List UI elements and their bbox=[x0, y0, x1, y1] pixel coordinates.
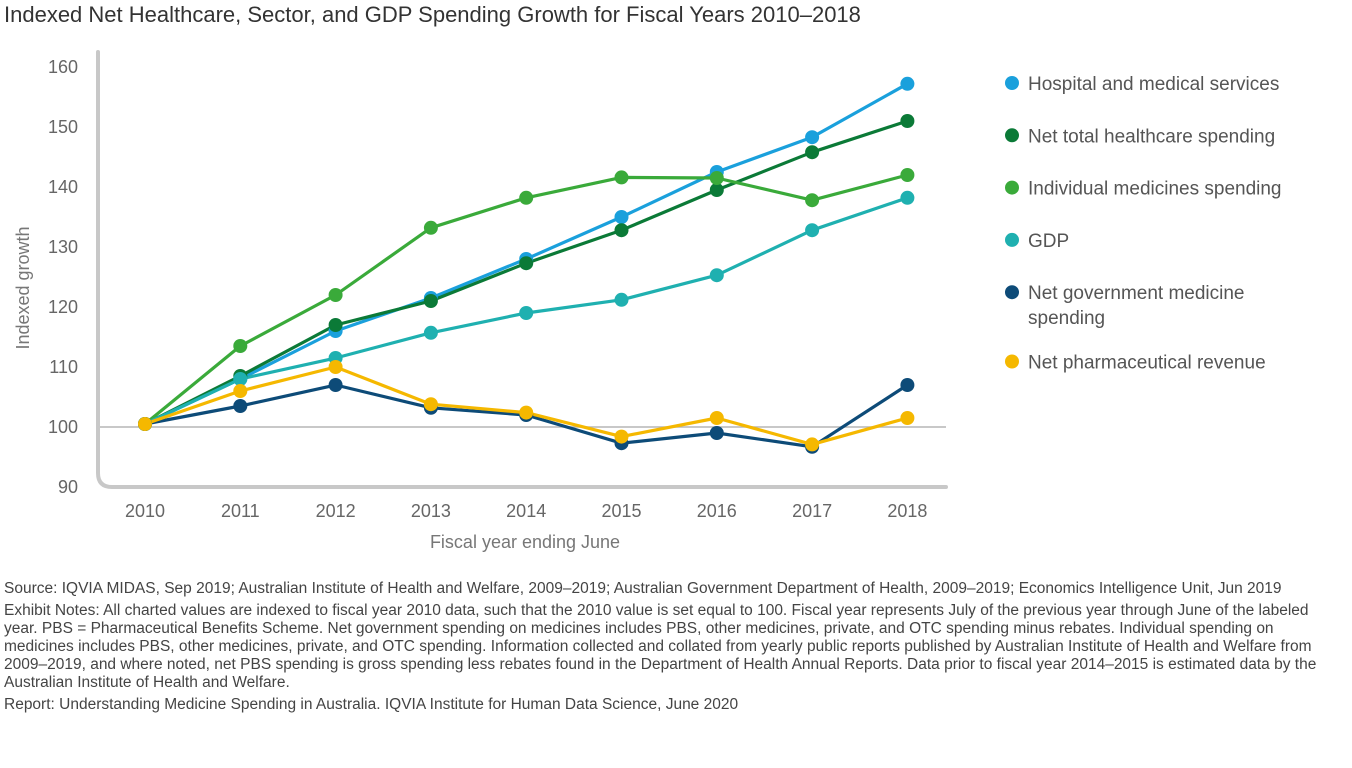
legend: Hospital and medical services Net total h… bbox=[1005, 74, 1282, 374]
x-tick-label: 2012 bbox=[316, 501, 356, 521]
legend-swatch bbox=[1005, 285, 1019, 300]
x-tick-label: 2011 bbox=[221, 501, 260, 521]
y-tick-label: 110 bbox=[49, 357, 78, 377]
axis-frame bbox=[96, 50, 948, 489]
x-axis-label: Fiscal year ending June bbox=[430, 532, 620, 552]
report-note: Report: Understanding Medicine Spending … bbox=[4, 696, 739, 713]
data-point-hospital-and-medical-services bbox=[805, 130, 820, 145]
legend-label: Net total healthcare spending bbox=[1028, 126, 1275, 147]
data-point-gdp bbox=[805, 223, 820, 238]
data-point-net-pharmaceutical-revenue bbox=[138, 417, 152, 431]
data-point-individual-medicines-spending bbox=[709, 171, 724, 185]
data-point-gdp bbox=[614, 292, 629, 307]
x-tick-label: 2017 bbox=[792, 501, 832, 521]
data-point-net-government-medicine-spending bbox=[709, 426, 724, 440]
x-axis-ticks: 2010 2011 2012 2013 2014 2015 2016 2017 2018 bbox=[125, 501, 927, 521]
data-point-net-pharmaceutical-revenue bbox=[423, 397, 438, 412]
y-tick-label: 90 bbox=[58, 477, 78, 497]
x-tick-label: 2015 bbox=[601, 501, 641, 521]
data-point-net-total-healthcare-spending bbox=[519, 256, 534, 271]
notes: Source: IQVIA MIDAS, Sep 2019; Australia… bbox=[4, 580, 1344, 718]
source-note: Source: IQVIA MIDAS, Sep 2019; Australia… bbox=[4, 580, 1282, 597]
legend-label: Hospital and medical services bbox=[1028, 74, 1279, 95]
data-point-net-government-medicine-spending bbox=[233, 399, 248, 413]
legend-item-hospital-and-medical-services: Hospital and medical services bbox=[1005, 74, 1279, 95]
data-point-gdp bbox=[709, 268, 724, 283]
x-tick-label: 2016 bbox=[697, 501, 737, 521]
x-tick-label: 2018 bbox=[887, 501, 927, 521]
data-point-net-government-medicine-spending bbox=[328, 378, 343, 392]
y-tick-label: 100 bbox=[48, 417, 78, 437]
y-axis-ticks: 90 100 110 120 130 140 150 160 bbox=[48, 57, 78, 497]
data-point-net-total-healthcare-spending bbox=[900, 114, 915, 128]
y-tick-label: 140 bbox=[48, 177, 78, 197]
data-point-net-government-medicine-spending bbox=[900, 378, 915, 392]
data-point-gdp bbox=[233, 372, 248, 386]
data-point-net-pharmaceutical-revenue bbox=[709, 411, 724, 425]
data-point-individual-medicines-spending bbox=[614, 170, 629, 185]
data-point-net-pharmaceutical-revenue bbox=[519, 405, 534, 420]
legend-label: Individual medicines spending bbox=[1028, 179, 1282, 200]
exhibit-notes: Exhibit Notes: All charted values are in… bbox=[4, 602, 1317, 691]
x-tick-label: 2010 bbox=[125, 501, 165, 521]
legend-swatch bbox=[1005, 180, 1019, 195]
legend-label: Net government medicine spending bbox=[1028, 283, 1245, 329]
data-point-individual-medicines-spending bbox=[233, 339, 248, 353]
y-tick-label: 150 bbox=[48, 117, 78, 137]
x-tick-label: 2014 bbox=[506, 501, 546, 521]
chart-title: Indexed Net Healthcare, Sector, and GDP … bbox=[4, 2, 861, 27]
data-point-gdp bbox=[519, 306, 534, 320]
data-point-hospital-and-medical-services bbox=[900, 76, 915, 91]
data-point-hospital-and-medical-services bbox=[614, 210, 629, 224]
data-point-individual-medicines-spending bbox=[423, 220, 438, 235]
data-point-net-total-healthcare-spending bbox=[614, 223, 629, 238]
data-point-individual-medicines-spending bbox=[900, 168, 915, 182]
x-tick-label: 2013 bbox=[411, 501, 451, 521]
y-tick-label: 120 bbox=[48, 297, 78, 317]
legend-item-net-government-medicine-spending: Net government medicine spending bbox=[1005, 283, 1245, 329]
legend-label: GDP bbox=[1028, 231, 1069, 252]
data-point-net-pharmaceutical-revenue bbox=[900, 411, 915, 425]
legend-item-net-pharmaceutical-revenue: Net pharmaceutical revenue bbox=[1005, 353, 1266, 374]
series-line-net-total-healthcare-spending bbox=[144, 119, 908, 426]
data-point-net-pharmaceutical-revenue bbox=[233, 384, 248, 398]
legend-swatch bbox=[1005, 232, 1019, 247]
data-point-individual-medicines-spending bbox=[805, 193, 820, 208]
data-point-net-total-healthcare-spending bbox=[328, 318, 343, 332]
data-point-net-pharmaceutical-revenue bbox=[805, 437, 820, 452]
data-point-gdp bbox=[900, 190, 915, 205]
legend-swatch bbox=[1005, 354, 1019, 369]
y-tick-label: 130 bbox=[48, 237, 78, 257]
chart-axes bbox=[96, 50, 948, 489]
data-point-gdp bbox=[423, 325, 438, 340]
data-point-net-pharmaceutical-revenue bbox=[328, 360, 343, 374]
y-axis-label: Indexed growth bbox=[13, 226, 33, 349]
legend-item-individual-medicines-spending: Individual medicines spending bbox=[1005, 179, 1282, 200]
data-point-net-total-healthcare-spending bbox=[423, 294, 438, 308]
legend-swatch bbox=[1005, 128, 1019, 143]
series-points bbox=[138, 76, 915, 454]
legend-swatch bbox=[1005, 76, 1019, 90]
legend-label: Net pharmaceutical revenue bbox=[1028, 353, 1266, 374]
y-tick-label: 160 bbox=[48, 57, 78, 77]
data-point-net-total-healthcare-spending bbox=[805, 145, 820, 160]
legend-item-net-total-healthcare-spending: Net total healthcare spending bbox=[1005, 126, 1275, 147]
data-point-individual-medicines-spending bbox=[519, 190, 534, 205]
data-point-net-total-healthcare-spending bbox=[709, 183, 724, 197]
data-point-net-pharmaceutical-revenue bbox=[614, 429, 629, 444]
line-chart: 90 100 110 120 130 140 150 160 2010 2011 2012 2013… bbox=[13, 50, 1282, 552]
legend-item-gdp: GDP bbox=[1005, 231, 1069, 252]
data-point-individual-medicines-spending bbox=[328, 288, 343, 302]
